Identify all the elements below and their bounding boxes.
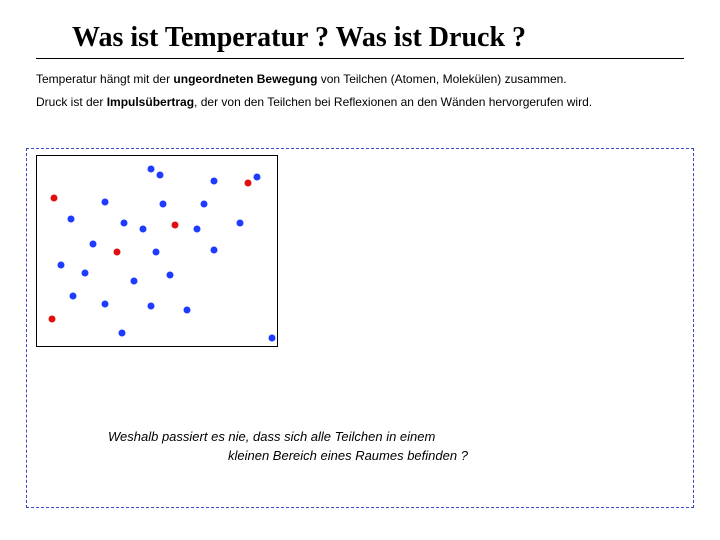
- particle-red-icon: [171, 222, 178, 229]
- question-line1: Weshalb passiert es nie, dass sich alle …: [108, 429, 435, 444]
- particle-blue-icon: [58, 262, 65, 269]
- text-fragment: , der von den Teilchen bei Reflexionen a…: [194, 95, 592, 109]
- particle-blue-icon: [184, 306, 191, 313]
- page-title: Was ist Temperatur ? Was ist Druck ?: [36, 0, 684, 59]
- definition-pressure: Druck ist der Impulsübertrag, der von de…: [36, 94, 684, 111]
- particle-blue-icon: [254, 174, 261, 181]
- particle-blue-icon: [82, 270, 89, 277]
- particle-blue-icon: [159, 201, 166, 208]
- particle-blue-icon: [157, 172, 164, 179]
- particle-blue-icon: [101, 300, 108, 307]
- particle-blue-icon: [70, 293, 77, 300]
- particle-blue-icon: [118, 329, 125, 336]
- particle-blue-icon: [200, 201, 207, 208]
- particle-blue-icon: [268, 335, 275, 342]
- text-bold: Impulsübertrag: [107, 95, 194, 109]
- text-fragment: von Teilchen (Atomen, Molekülen) zusamme…: [317, 72, 566, 86]
- rhetorical-question: Weshalb passiert es nie, dass sich alle …: [108, 428, 468, 466]
- definition-temperature: Temperatur hängt mit der ungeordneten Be…: [36, 71, 684, 88]
- text-bold: ungeordneten Bewegung: [173, 72, 317, 86]
- particle-blue-icon: [89, 241, 96, 248]
- text-fragment: Temperatur hängt mit der: [36, 72, 173, 86]
- particle-blue-icon: [167, 272, 174, 279]
- text-fragment: Druck ist der: [36, 95, 107, 109]
- particle-blue-icon: [121, 220, 128, 227]
- particle-blue-icon: [210, 177, 217, 184]
- particle-blue-icon: [152, 249, 159, 256]
- particle-blue-icon: [67, 216, 74, 223]
- particle-blue-icon: [193, 225, 200, 232]
- particle-box: [36, 155, 278, 347]
- particle-red-icon: [244, 179, 251, 186]
- particle-blue-icon: [210, 247, 217, 254]
- particle-blue-icon: [101, 199, 108, 206]
- particle-blue-icon: [147, 166, 154, 173]
- particle-blue-icon: [147, 302, 154, 309]
- particle-blue-icon: [130, 277, 137, 284]
- particle-blue-icon: [140, 225, 147, 232]
- particle-blue-icon: [237, 220, 244, 227]
- particle-red-icon: [113, 249, 120, 256]
- particle-red-icon: [48, 316, 55, 323]
- question-line2: kleinen Bereich eines Raumes befinden ?: [108, 448, 468, 463]
- particle-red-icon: [50, 195, 57, 202]
